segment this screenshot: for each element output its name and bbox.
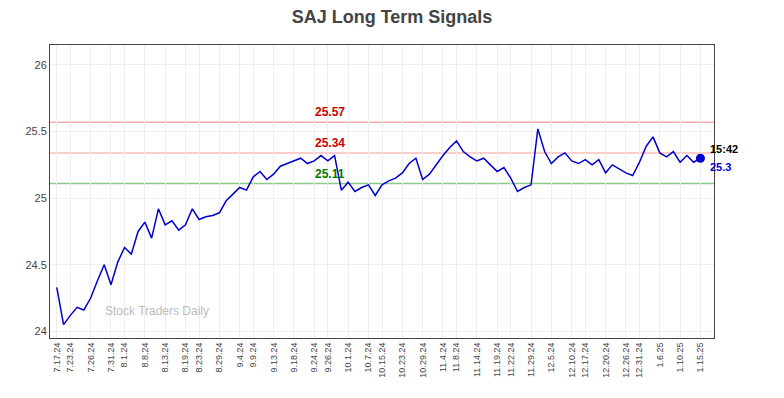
svg-text:11.14.24: 11.14.24 — [472, 343, 482, 377]
svg-text:9.18.24: 9.18.24 — [289, 343, 299, 373]
svg-text:9.26.24: 9.26.24 — [323, 343, 333, 373]
svg-text:11.8.24: 11.8.24 — [451, 343, 461, 372]
svg-text:9.24.24: 9.24.24 — [309, 343, 319, 373]
svg-text:10.1.24: 10.1.24 — [343, 343, 353, 373]
svg-text:9.13.24: 9.13.24 — [269, 343, 279, 373]
svg-text:25.5: 25.5 — [25, 125, 46, 137]
svg-text:7.31.24: 7.31.24 — [106, 343, 116, 373]
svg-text:10.15.24: 10.15.24 — [377, 343, 387, 378]
svg-text:8.13.24: 8.13.24 — [160, 343, 170, 373]
svg-text:25.57: 25.57 — [315, 105, 345, 119]
svg-text:25.34: 25.34 — [315, 136, 345, 150]
svg-text:7.23.24: 7.23.24 — [65, 343, 75, 373]
svg-text:25.11: 25.11 — [315, 167, 345, 181]
svg-text:10.7.24: 10.7.24 — [363, 343, 373, 373]
svg-text:25.3: 25.3 — [710, 161, 731, 173]
svg-text:12.5.24: 12.5.24 — [546, 343, 556, 373]
svg-text:12.31.24: 12.31.24 — [634, 343, 644, 378]
svg-text:15:42: 15:42 — [710, 143, 738, 155]
svg-text:12.17.24: 12.17.24 — [580, 343, 590, 378]
svg-text:9.4.24: 9.4.24 — [235, 343, 245, 368]
svg-text:8.1.24: 8.1.24 — [119, 343, 129, 368]
svg-text:12.26.24: 12.26.24 — [621, 343, 631, 378]
svg-text:8.29.24: 8.29.24 — [214, 343, 224, 373]
svg-text:10.23.24: 10.23.24 — [397, 343, 407, 378]
svg-text:26: 26 — [35, 59, 47, 71]
svg-text:12.20.24: 12.20.24 — [601, 343, 611, 378]
svg-text:10.29.24: 10.29.24 — [418, 343, 428, 378]
svg-text:9.9.24: 9.9.24 — [248, 343, 258, 368]
svg-text:SAJ Long Term Signals: SAJ Long Term Signals — [292, 7, 493, 27]
svg-text:25: 25 — [35, 192, 47, 204]
svg-text:24: 24 — [35, 325, 47, 337]
svg-text:7.17.24: 7.17.24 — [52, 343, 62, 373]
svg-text:8.23.24: 8.23.24 — [194, 343, 204, 373]
svg-text:12.10.24: 12.10.24 — [567, 343, 577, 378]
svg-text:8.19.24: 8.19.24 — [180, 343, 190, 373]
svg-text:11.22.24: 11.22.24 — [506, 343, 516, 377]
svg-text:24.5: 24.5 — [25, 259, 46, 271]
svg-text:1.10.25: 1.10.25 — [675, 343, 685, 373]
svg-text:7.26.24: 7.26.24 — [86, 343, 96, 373]
svg-text:11.29.24: 11.29.24 — [526, 343, 536, 377]
svg-text:8.8.24: 8.8.24 — [140, 343, 150, 368]
svg-text:1.6.25: 1.6.25 — [655, 343, 665, 368]
svg-text:11.4.24: 11.4.24 — [438, 343, 448, 372]
svg-text:1.15.25: 1.15.25 — [695, 343, 705, 373]
svg-text:Stock Traders Daily: Stock Traders Daily — [105, 304, 209, 318]
svg-text:11.19.24: 11.19.24 — [492, 343, 502, 377]
